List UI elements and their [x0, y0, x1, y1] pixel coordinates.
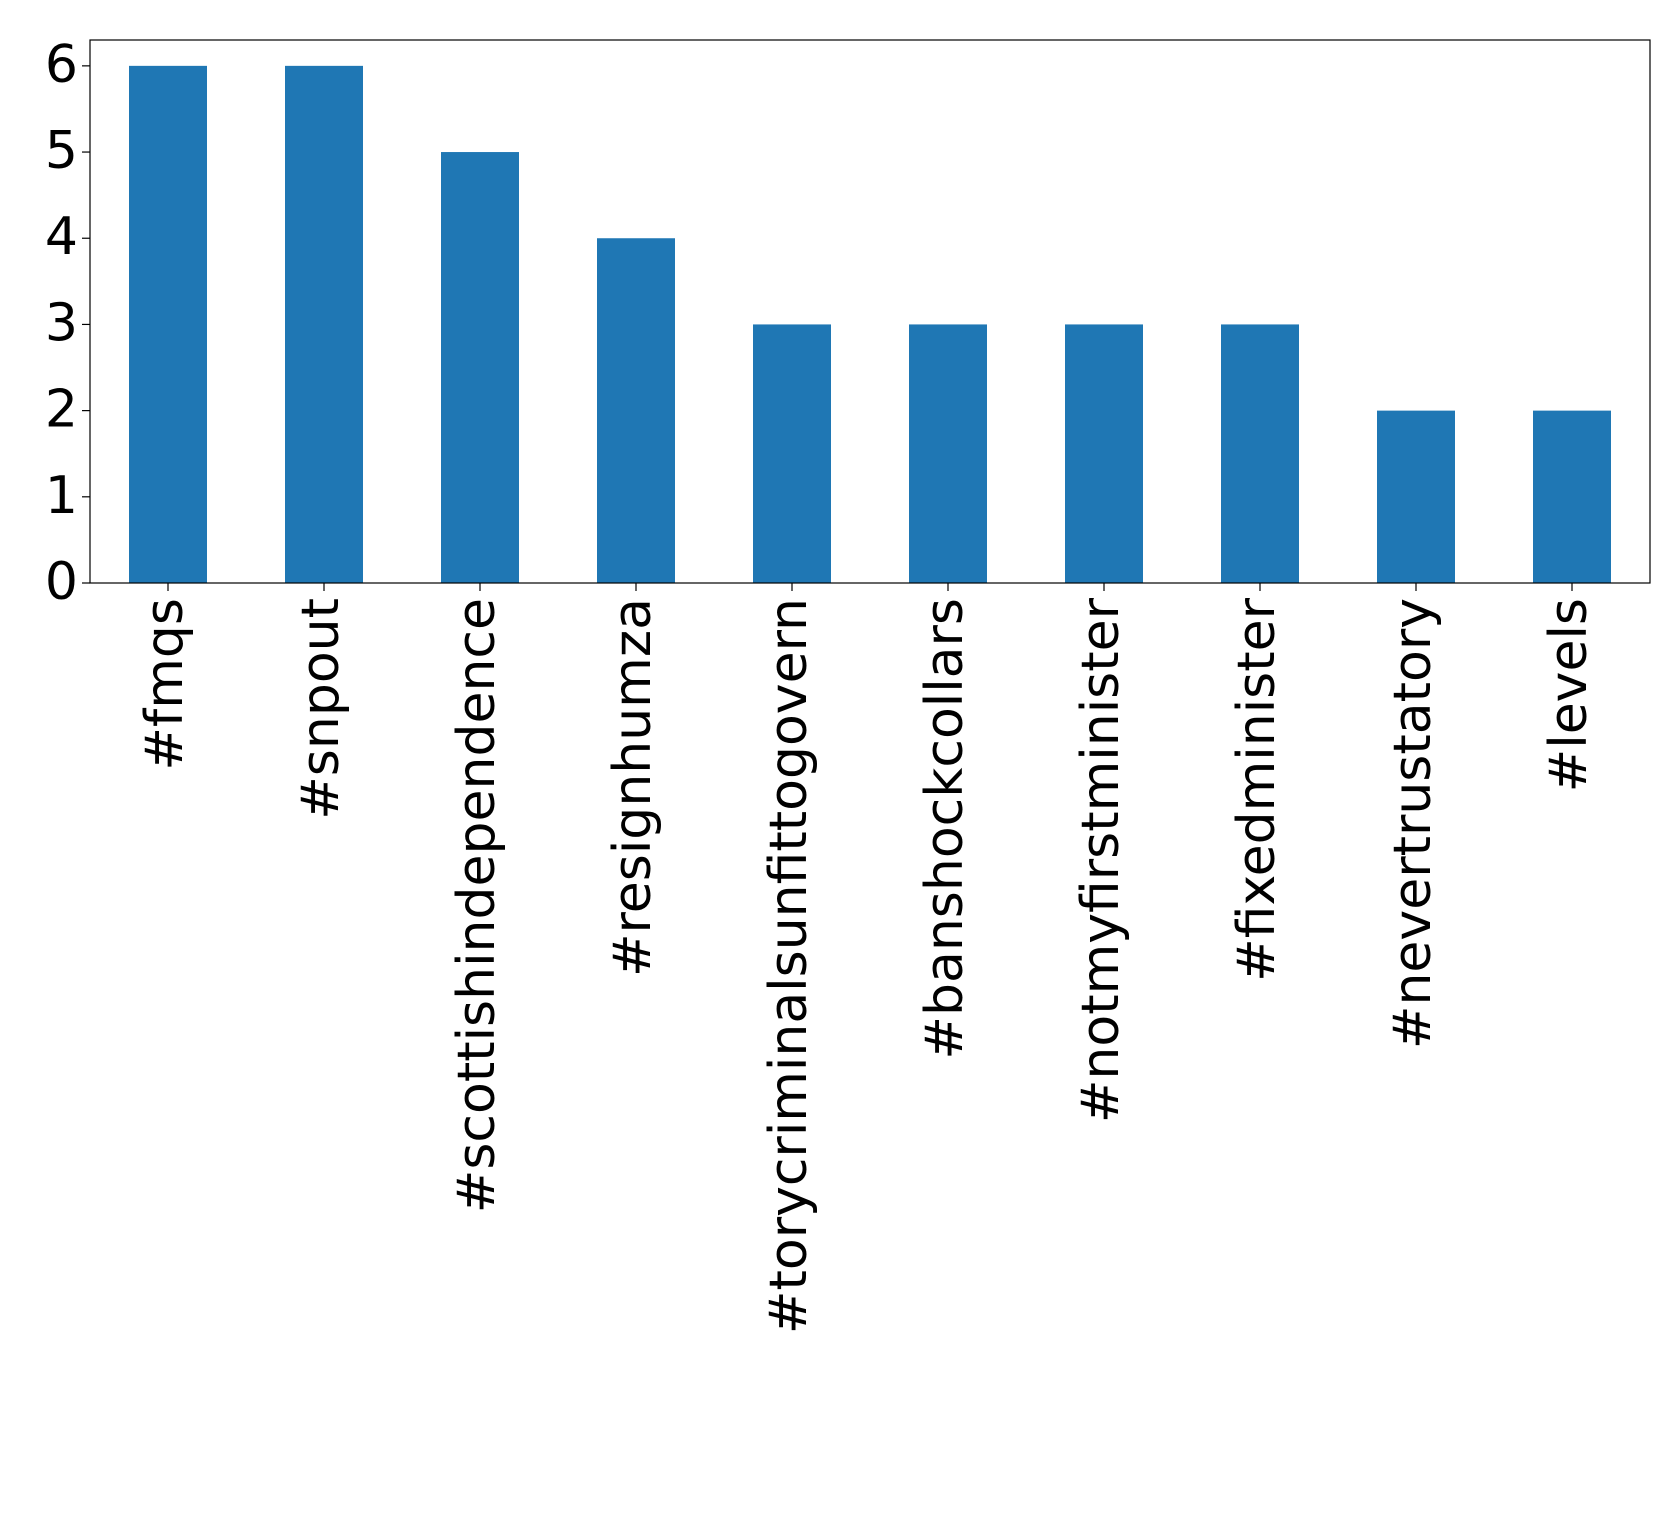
x-tick-label: #nevertrustatory	[1383, 598, 1443, 1049]
x-tick-label: #fixedminister	[1227, 597, 1287, 981]
x-tick-label: #resignhumza	[603, 598, 663, 977]
y-tick-label: 4	[45, 207, 78, 267]
plot-frame	[89, 39, 1651, 584]
y-tick-label: 3	[45, 293, 78, 353]
bar	[753, 324, 831, 583]
y-tick-label: 6	[45, 35, 78, 95]
bar	[1221, 324, 1299, 583]
bar	[1377, 410, 1455, 583]
x-tick-label: #notmyfirstminister	[1071, 597, 1131, 1123]
bar	[1065, 324, 1143, 583]
x-tick-label: #torycriminalsunfittogovern	[759, 598, 819, 1334]
y-tick-label: 2	[45, 380, 78, 440]
bar	[441, 152, 519, 584]
x-tick-label: #scottishindependence	[447, 598, 507, 1213]
y-tick-label: 1	[45, 466, 78, 526]
bar	[909, 324, 987, 583]
bar	[597, 238, 675, 583]
bar	[1533, 410, 1611, 583]
bar	[129, 65, 207, 584]
x-tick-label: #fmqs	[135, 598, 195, 771]
x-tick-label: #banshockcollars	[915, 598, 975, 1060]
x-tick-label: #snpout	[291, 598, 351, 820]
y-tick-label: 5	[45, 121, 78, 181]
x-tick-label: #levels	[1539, 598, 1599, 792]
bar	[285, 65, 363, 584]
y-tick-label: 0	[45, 552, 78, 612]
